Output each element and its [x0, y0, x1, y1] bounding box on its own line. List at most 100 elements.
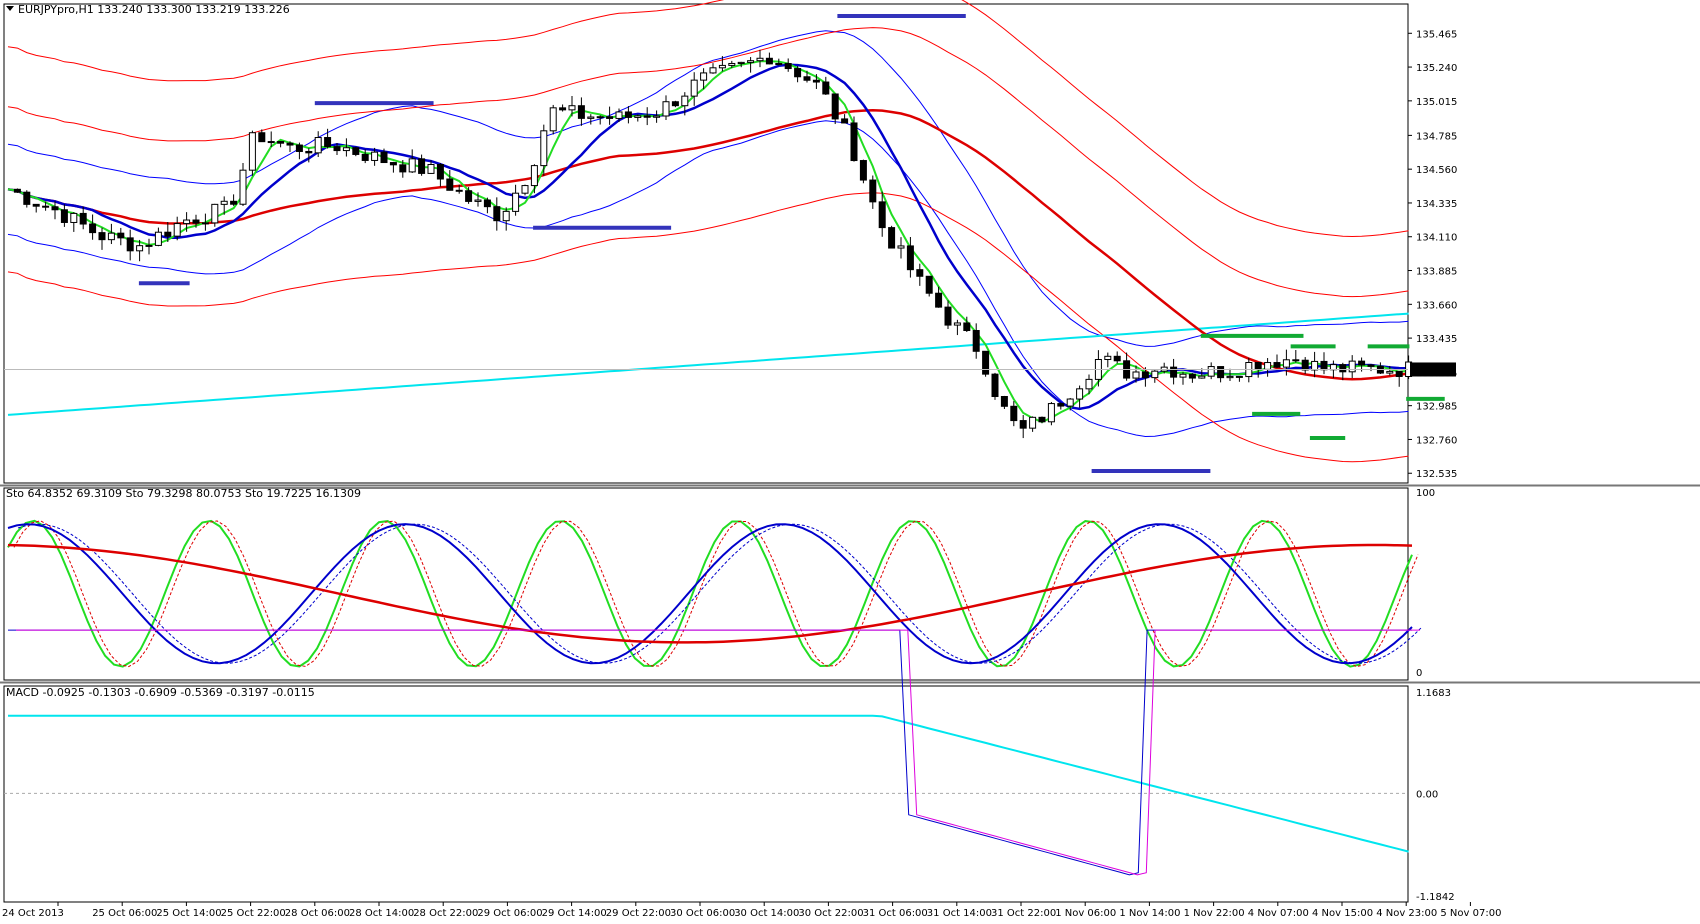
- candle-body: [1367, 364, 1375, 367]
- candle-body: [1254, 362, 1262, 370]
- time-axis-label: 29 Oct 22:00: [606, 908, 671, 919]
- candle-body: [324, 137, 332, 148]
- stochastic-axis-label: 100: [1416, 488, 1435, 499]
- candle-body: [972, 330, 980, 352]
- macd-pane-title: MACD -0.0925 -0.1303 -0.6909 -0.5369 -0.…: [6, 686, 315, 699]
- price-axis-label: 132.760: [1416, 435, 1457, 446]
- candle-body: [1151, 370, 1159, 379]
- candle-body: [183, 219, 191, 225]
- candle-body: [1188, 373, 1196, 379]
- time-axis-label: 4 Nov 15:00: [1312, 908, 1373, 919]
- candle-body: [878, 201, 886, 229]
- candle-body: [1057, 403, 1065, 407]
- candle-body: [1235, 375, 1243, 378]
- stochastic-pane-frame: [3, 487, 1409, 681]
- candle-body: [286, 142, 294, 146]
- candle-body: [1301, 359, 1309, 371]
- candle-body: [42, 205, 50, 208]
- macd-axis-label: 0.00: [1416, 789, 1438, 800]
- time-axis-label: 25 Oct 22:00: [221, 908, 286, 919]
- candle-body: [1339, 364, 1347, 373]
- moving-average-slow: [7, 108, 1409, 381]
- candle-body: [1264, 362, 1272, 370]
- candle-body: [1226, 375, 1234, 379]
- candle-body: [1386, 370, 1394, 374]
- macd-axis-label: -1.1842: [1416, 892, 1455, 903]
- candle-body: [371, 151, 379, 161]
- candle-body: [295, 144, 303, 152]
- candle-body: [888, 227, 896, 249]
- moving-average-mid: [7, 63, 1409, 411]
- candle-body: [784, 63, 792, 70]
- time-axis-label: 1 Nov 14:00: [1119, 908, 1180, 919]
- candle-body: [803, 76, 811, 81]
- candle-body: [201, 222, 209, 225]
- price-axis-label: 134.110: [1416, 233, 1457, 244]
- candle-body: [1076, 388, 1084, 400]
- candle-body: [559, 107, 567, 111]
- candle-body: [671, 101, 679, 107]
- candle-body: [1273, 362, 1281, 368]
- candle-body: [239, 169, 247, 205]
- time-axis-label: 31 Oct 14:00: [927, 908, 992, 919]
- candle-body: [258, 132, 266, 143]
- price-axis-label: 135.015: [1416, 97, 1457, 108]
- candle-body: [465, 190, 473, 202]
- candle-body: [1010, 405, 1018, 422]
- stochastic-slow: [7, 543, 1413, 644]
- candle-body: [51, 206, 59, 211]
- candle-body: [512, 192, 520, 212]
- price-pane-title: EURJPYpro,H1 133.240 133.300 133.219 133…: [18, 3, 290, 16]
- ohlc-label: 133.240 133.300 133.219 133.226: [97, 3, 290, 16]
- moving-average-long: [7, 312, 1409, 416]
- candle-body: [1170, 366, 1178, 378]
- candle-body: [13, 188, 21, 193]
- candle-body: [869, 179, 877, 203]
- candle-body: [493, 206, 501, 222]
- envelope-outer-upper: [7, 0, 1409, 238]
- candle-body: [615, 111, 623, 119]
- candle-body: [145, 244, 153, 247]
- moving-average-fast: [7, 60, 1409, 424]
- candle-body: [1000, 396, 1008, 407]
- candle-body: [1019, 420, 1027, 429]
- price-axis-label: 132.985: [1416, 402, 1457, 413]
- candle-body: [342, 147, 350, 152]
- candle-body: [1038, 416, 1046, 423]
- stochastic-mid-signal: [17, 523, 1423, 664]
- candle-body: [333, 146, 341, 152]
- candle-body: [1311, 360, 1319, 371]
- time-axis-label: 1 Nov 22:00: [1184, 908, 1245, 919]
- candle-body: [483, 199, 491, 208]
- candle-body: [117, 232, 125, 239]
- candle-body: [822, 81, 830, 95]
- candle-body: [399, 164, 407, 173]
- candle-body: [192, 219, 200, 224]
- candle-body: [1104, 355, 1112, 361]
- candle-body: [277, 141, 285, 144]
- candle-body: [1113, 355, 1121, 362]
- candle-body: [700, 72, 708, 81]
- candle-body: [446, 178, 454, 191]
- candle-body: [850, 122, 858, 162]
- candle-body: [230, 200, 238, 205]
- stochastic-mid: [7, 523, 1413, 665]
- candle-body: [361, 153, 369, 161]
- candle-body: [606, 116, 614, 119]
- candle-body: [737, 61, 745, 64]
- candle-body: [624, 111, 632, 118]
- time-axis-label: 28 Oct 14:00: [349, 908, 414, 919]
- chart-menu-arrow-icon[interactable]: [6, 6, 14, 11]
- candle-body: [728, 62, 736, 66]
- time-axis-label: 31 Oct 22:00: [991, 908, 1056, 919]
- candle-body: [982, 350, 990, 375]
- current-price-label: 133.226: [1414, 365, 1455, 376]
- candle-body: [154, 231, 162, 246]
- candle-body: [718, 64, 726, 69]
- time-axis-label: 25 Oct 06:00: [92, 908, 157, 919]
- candle-body: [935, 292, 943, 308]
- price-pane-frame: [3, 3, 1409, 484]
- stochastic-fast: [7, 519, 1413, 668]
- candle-body: [1132, 371, 1140, 379]
